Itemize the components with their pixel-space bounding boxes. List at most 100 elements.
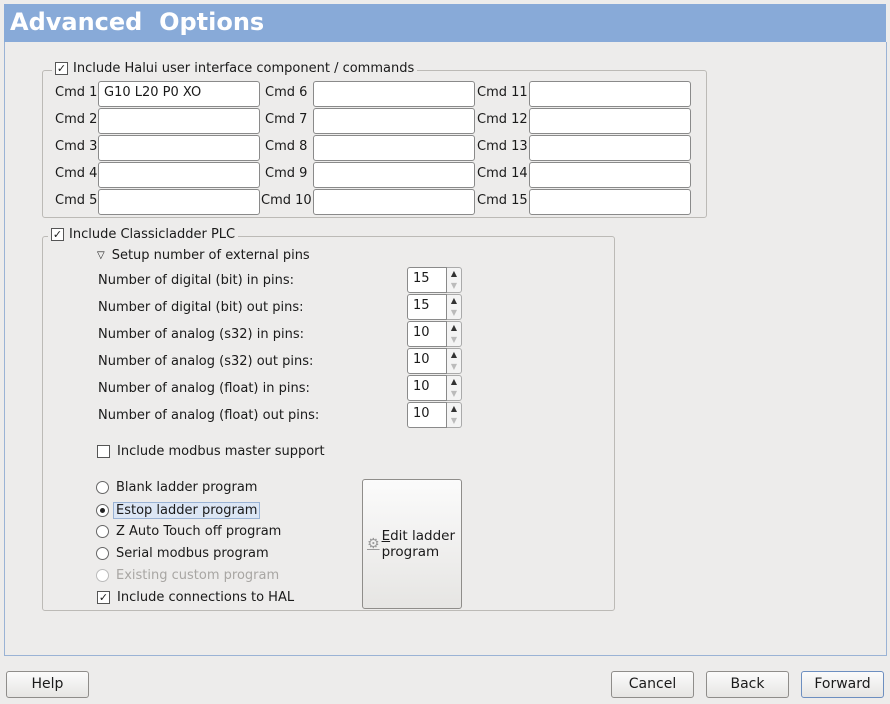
page-header: Advanced Options — [4, 4, 886, 42]
cmd-input[interactable] — [529, 81, 691, 107]
pins-expander[interactable]: ▽ Setup number of external pins — [97, 248, 310, 263]
forward-button[interactable]: Forward — [801, 671, 884, 698]
edit-ladder-button[interactable]: ⚙ Edit ladder program — [362, 479, 462, 609]
back-button[interactable]: Back — [706, 671, 789, 698]
spin-up-icon[interactable]: ▲ — [450, 269, 458, 278]
cmd-input[interactable] — [98, 135, 260, 161]
cmd-input[interactable] — [98, 189, 260, 215]
pin-count-input[interactable]: 10 — [407, 402, 447, 428]
program-label: Serial modbus program — [116, 546, 269, 561]
halui-label: Include Halui user interface component /… — [73, 61, 415, 76]
spin-buttons[interactable]: ▲ ▼ — [447, 321, 462, 347]
cmd-input[interactable] — [529, 189, 691, 215]
pin-count-label: Number of analog (s32) out pins: — [98, 354, 314, 369]
checkbox-icon[interactable] — [97, 445, 110, 458]
cancel-button[interactable]: Cancel — [611, 671, 694, 698]
halui-checkbox[interactable]: ✓ Include Halui user interface component… — [52, 61, 418, 76]
radio-icon[interactable] — [96, 547, 109, 560]
spin-down-icon[interactable]: ▼ — [450, 308, 458, 317]
program-radio[interactable]: Blank ladder program — [96, 480, 257, 495]
classicladder-checkbox[interactable]: ✓ Include Classicladder PLC — [48, 227, 239, 242]
program-label: Blank ladder program — [116, 480, 258, 495]
spin-down-icon[interactable]: ▼ — [450, 389, 458, 398]
spin-up-icon[interactable]: ▲ — [450, 404, 458, 413]
hal-checkbox[interactable]: ✓ Include connections to HAL — [97, 590, 294, 605]
spin-up-icon[interactable]: ▲ — [450, 350, 458, 359]
radio-icon[interactable] — [96, 481, 109, 494]
content-panel — [4, 42, 887, 656]
cmd-input[interactable] — [98, 162, 260, 188]
pin-count-label: Number of digital (bit) in pins: — [98, 273, 295, 288]
cmd-label: Cmd 11 — [477, 85, 528, 100]
cmd-input[interactable] — [98, 108, 260, 134]
program-radio[interactable]: Serial modbus program — [96, 546, 269, 561]
spin-buttons[interactable]: ▲ ▼ — [447, 375, 462, 401]
page-title: Advanced Options — [10, 8, 265, 36]
classicladder-frame — [42, 236, 615, 611]
classicladder-label: Include Classicladder PLC — [69, 227, 236, 242]
cmd-label: Cmd 2 — [55, 112, 98, 127]
help-button[interactable]: Help — [6, 671, 89, 698]
pin-count-label: Number of analog (s32) in pins: — [98, 327, 304, 342]
cmd-label: Cmd 3 — [55, 139, 98, 154]
cmd-input[interactable] — [313, 81, 475, 107]
checkbox-icon[interactable]: ✓ — [55, 62, 68, 75]
pin-count-input[interactable]: 10 — [407, 348, 447, 374]
cmd-input[interactable] — [529, 108, 691, 134]
pin-count-input[interactable]: 15 — [407, 294, 447, 320]
cmd-label: Cmd 7 — [265, 112, 308, 127]
cmd-label: Cmd 10 — [261, 193, 312, 208]
help-label: Help — [31, 676, 64, 692]
gears-icon: ⚙ — [367, 536, 380, 552]
cmd-input[interactable] — [313, 189, 475, 215]
spin-buttons[interactable]: ▲ ▼ — [447, 402, 462, 428]
program-label: Estop ladder program — [113, 502, 261, 519]
cmd-input[interactable] — [529, 135, 691, 161]
cmd-input[interactable] — [313, 135, 475, 161]
cmd-input[interactable] — [313, 162, 475, 188]
cmd-input[interactable] — [529, 162, 691, 188]
expander-label: Setup number of external pins — [111, 248, 310, 263]
spin-down-icon[interactable]: ▼ — [450, 362, 458, 371]
spin-up-icon[interactable]: ▲ — [450, 377, 458, 386]
spin-buttons[interactable]: ▲ ▼ — [447, 348, 462, 374]
cmd-label: Cmd 12 — [477, 112, 528, 127]
pin-count-label: Number of analog (float) out pins: — [98, 408, 320, 423]
radio-icon[interactable] — [96, 504, 109, 517]
pin-count-input[interactable]: 10 — [407, 375, 447, 401]
pin-count-input[interactable]: 15 — [407, 267, 447, 293]
cmd-label: Cmd 4 — [55, 166, 98, 181]
pin-count-input[interactable]: 10 — [407, 321, 447, 347]
cmd-input[interactable]: G10 L20 P0 XO — [98, 81, 260, 107]
checkbox-icon[interactable]: ✓ — [97, 591, 110, 604]
cancel-label: Cancel — [628, 676, 677, 692]
cmd-label: Cmd 6 — [265, 85, 308, 100]
spin-down-icon[interactable]: ▼ — [450, 335, 458, 344]
pin-count-label: Number of analog (float) in pins: — [98, 381, 310, 396]
cmd-label: Cmd 1 — [55, 85, 98, 100]
spin-up-icon[interactable]: ▲ — [450, 296, 458, 305]
back-label: Back — [730, 676, 765, 692]
program-radio[interactable]: Z Auto Touch off program — [96, 524, 281, 539]
cmd-label: Cmd 8 — [265, 139, 308, 154]
cmd-label: Cmd 14 — [477, 166, 528, 181]
cmd-label: Cmd 13 — [477, 139, 528, 154]
edit-ladder-label: Edit ladder program — [381, 528, 456, 560]
program-radio: Existing custom program — [96, 568, 279, 583]
radio-icon[interactable] — [96, 525, 109, 538]
triangle-down-icon: ▽ — [97, 250, 105, 261]
spin-buttons[interactable]: ▲ ▼ — [447, 294, 462, 320]
pin-count-label: Number of digital (bit) out pins: — [98, 300, 304, 315]
checkbox-icon[interactable]: ✓ — [51, 228, 64, 241]
program-radio[interactable]: Estop ladder program — [96, 502, 261, 519]
cmd-label: Cmd 15 — [477, 193, 528, 208]
spin-buttons[interactable]: ▲ ▼ — [447, 267, 462, 293]
cmd-label: Cmd 5 — [55, 193, 98, 208]
cmd-label: Cmd 9 — [265, 166, 308, 181]
forward-label: Forward — [814, 676, 871, 692]
spin-down-icon[interactable]: ▼ — [450, 281, 458, 290]
spin-up-icon[interactable]: ▲ — [450, 323, 458, 332]
cmd-input[interactable] — [313, 108, 475, 134]
spin-down-icon[interactable]: ▼ — [450, 416, 458, 425]
modbus-checkbox[interactable]: Include modbus master support — [97, 444, 325, 459]
